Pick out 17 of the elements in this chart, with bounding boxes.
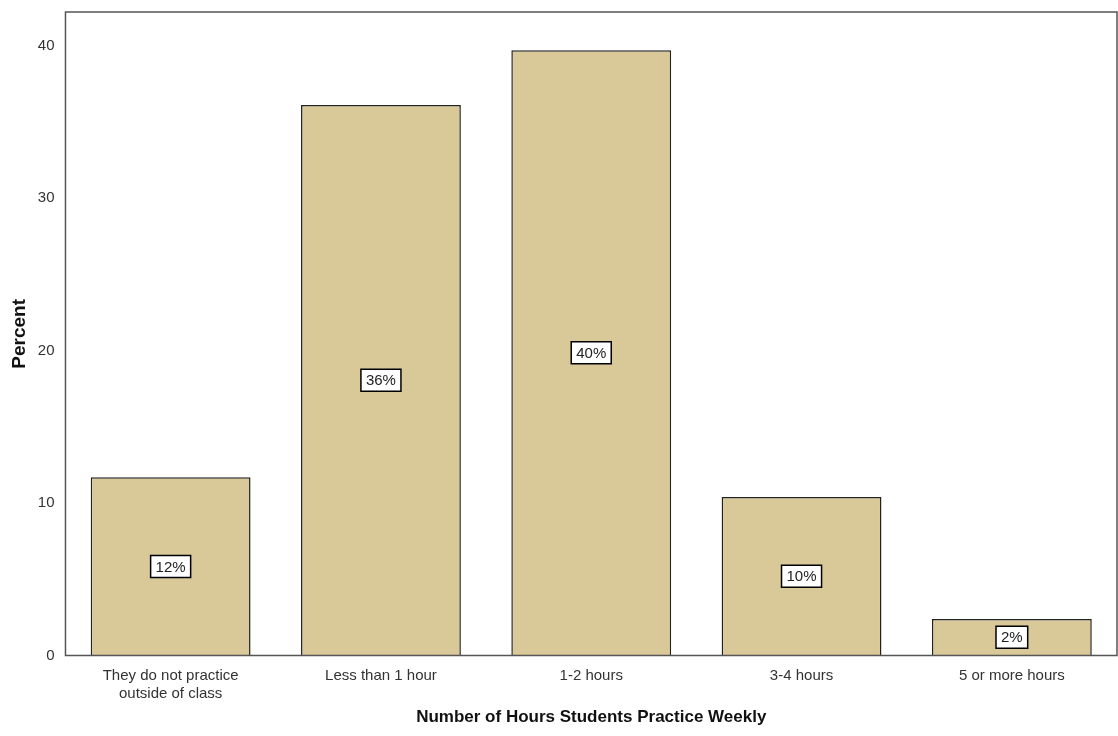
y-tick-label: 40: [37, 35, 55, 53]
data-label: 12%: [155, 557, 186, 575]
y-tick-label: 10: [37, 493, 55, 511]
y-tick-label: 30: [37, 188, 55, 206]
x-tick-label: 1-2 hours: [559, 665, 623, 683]
data-label: 36%: [365, 371, 396, 389]
x-tick-label: 3-4 hours: [769, 665, 834, 683]
x-tick-label: 5 or more hours: [958, 665, 1065, 683]
data-label: 10%: [786, 567, 817, 585]
x-axis-title: Number of Hours Students Practice Weekly: [416, 707, 767, 727]
x-tick-label: They do not practice outside of class: [102, 665, 239, 701]
data-label: 40%: [576, 344, 607, 361]
y-axis-title: Percent: [7, 298, 29, 369]
data-label: 2%: [1001, 628, 1023, 646]
y-tick-label: 0: [46, 645, 55, 663]
x-tick-label: Less than 1 hour: [325, 665, 437, 683]
y-tick-label: 20: [37, 340, 55, 358]
